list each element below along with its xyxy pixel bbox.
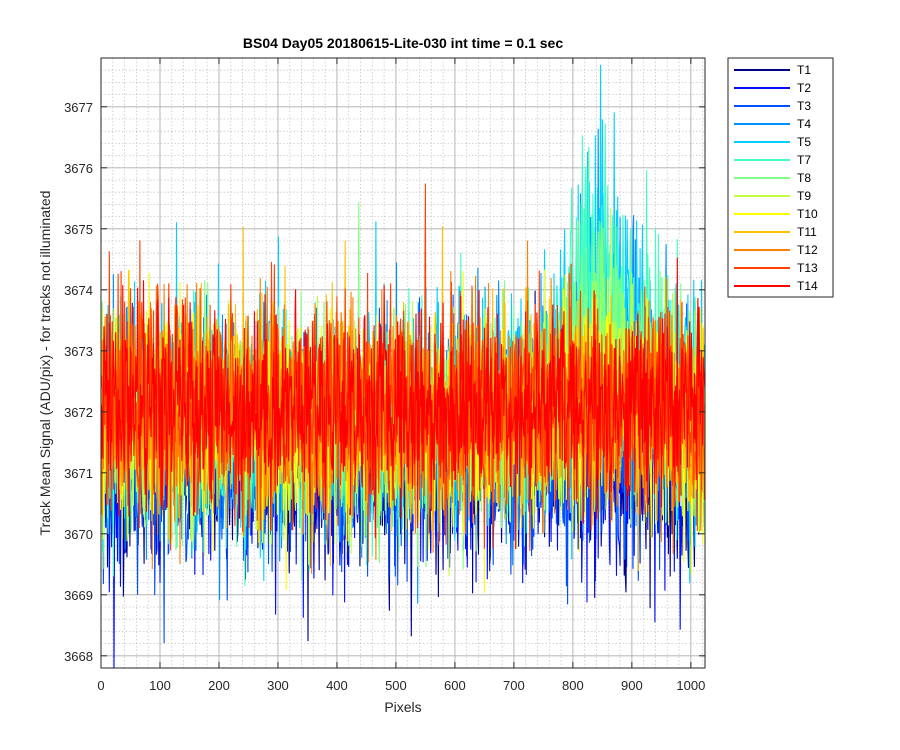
series-line-t14 <box>101 257 705 550</box>
y-tick-label: 3671 <box>64 466 93 481</box>
x-tick-label: 800 <box>562 678 584 693</box>
legend-label-t3: T3 <box>797 99 811 113</box>
x-tick-label: 900 <box>621 678 643 693</box>
legend-label-t10: T10 <box>797 207 818 221</box>
y-tick-label: 3670 <box>64 527 93 542</box>
y-tick-label: 3675 <box>64 222 93 237</box>
x-tick-label: 400 <box>326 678 348 693</box>
legend-label-t8: T8 <box>797 171 811 185</box>
x-tick-label: 1000 <box>676 678 705 693</box>
chart-title: BS04 Day05 20180615-Lite-030 int time = … <box>243 35 563 51</box>
y-axis-label: Track Mean Signal (ADU/pix) - for tracks… <box>37 191 53 536</box>
y-tick-label: 3673 <box>64 344 93 359</box>
legend-label-t12: T12 <box>797 243 818 257</box>
legend-label-t4: T4 <box>797 117 811 131</box>
x-tick-labels: 0 100 200 300 400 500 600 700 800 900 1000 <box>97 678 705 693</box>
legend-label-t7: T7 <box>797 153 811 167</box>
legend-label-t9: T9 <box>797 189 811 203</box>
x-tick-label: 200 <box>208 678 230 693</box>
legend-label-t5: T5 <box>797 135 811 149</box>
x-tick-label: 600 <box>444 678 466 693</box>
legend-label-t1: T1 <box>797 63 811 77</box>
y-tick-label: 3668 <box>64 649 93 664</box>
plot-frame <box>100 57 706 669</box>
legend: T1 T2 T3 T4 T5 T7 T8 T9 T10 T11 T12 T13 T14 <box>727 57 834 298</box>
y-tick-labels: 3668 3669 3670 3671 3672 3673 3674 3675 3676 3677 <box>64 100 93 664</box>
x-axis-label: Pixels <box>384 699 421 715</box>
axis-ticks <box>100 58 705 668</box>
legend-label-t11: T11 <box>797 225 817 239</box>
legend-label-t14: T14 <box>797 279 818 293</box>
x-tick-label: 300 <box>267 678 289 693</box>
x-tick-label: 0 <box>97 678 104 693</box>
x-tick-label: 500 <box>385 678 407 693</box>
legend-label-t2: T2 <box>797 81 811 95</box>
y-tick-label: 3674 <box>64 283 93 298</box>
y-tick-label: 3677 <box>64 100 93 115</box>
x-tick-label: 700 <box>503 678 525 693</box>
x-tick-label: 100 <box>149 678 171 693</box>
legend-label-t13: T13 <box>797 261 818 275</box>
series-lines <box>101 64 705 668</box>
y-tick-label: 3672 <box>64 405 93 420</box>
y-tick-label: 3669 <box>64 588 93 603</box>
y-tick-label: 3676 <box>64 161 93 176</box>
